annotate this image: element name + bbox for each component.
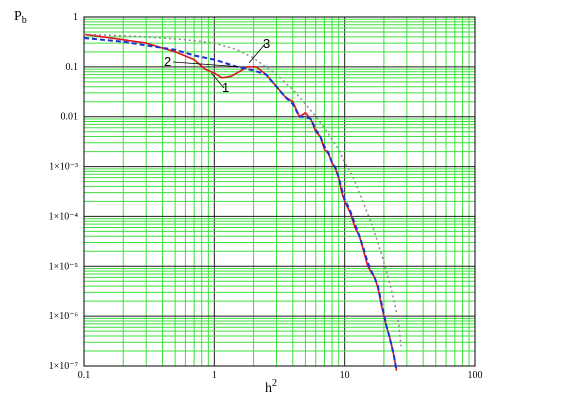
- x-tick-label: 100: [468, 370, 483, 381]
- y-tick-label: 0.1: [66, 62, 79, 73]
- y-tick-label: 1×10⁻⁵: [49, 261, 78, 272]
- annotation-group: 1 2 3: [164, 36, 270, 95]
- x-tick-label: 1: [212, 370, 217, 381]
- y-tick-label: 1×10⁻⁶: [49, 311, 79, 322]
- curve-label-3: 3: [263, 36, 270, 51]
- y-tick-label: 0.01: [61, 112, 79, 123]
- y-axis-label: Pb: [14, 9, 27, 26]
- x-tick-label: 10: [340, 370, 350, 381]
- x-axis-label: h2: [265, 378, 277, 396]
- y-tick-label: 1: [73, 12, 78, 23]
- y-tick-label: 1×10⁻³: [49, 162, 78, 173]
- grid: [83, 17, 475, 367]
- series-3-line: [83, 33, 402, 347]
- series-1-line: [83, 33, 398, 371]
- series-group: [83, 33, 402, 371]
- annotation-leader-line: [248, 43, 266, 64]
- y-tick-label: 1×10⁻⁴: [49, 211, 79, 222]
- annotation-leader-line: [211, 72, 225, 89]
- tick-labels: 0.1 1 10 100 1 0.1 0.01 1×10⁻³ 1×10⁻⁴ 1×10⁻⁵ 1×10⁻…: [49, 12, 483, 381]
- plot-frame: [83, 16, 476, 367]
- x-tick-label: 0.1: [78, 370, 91, 381]
- y-tick-label: 1×10⁻⁷: [49, 361, 79, 372]
- curve-label-2: 2: [164, 54, 171, 69]
- curve-label-1: 1: [222, 80, 229, 95]
- series-2-line: [83, 37, 398, 371]
- annotation-leader-line: [172, 61, 241, 68]
